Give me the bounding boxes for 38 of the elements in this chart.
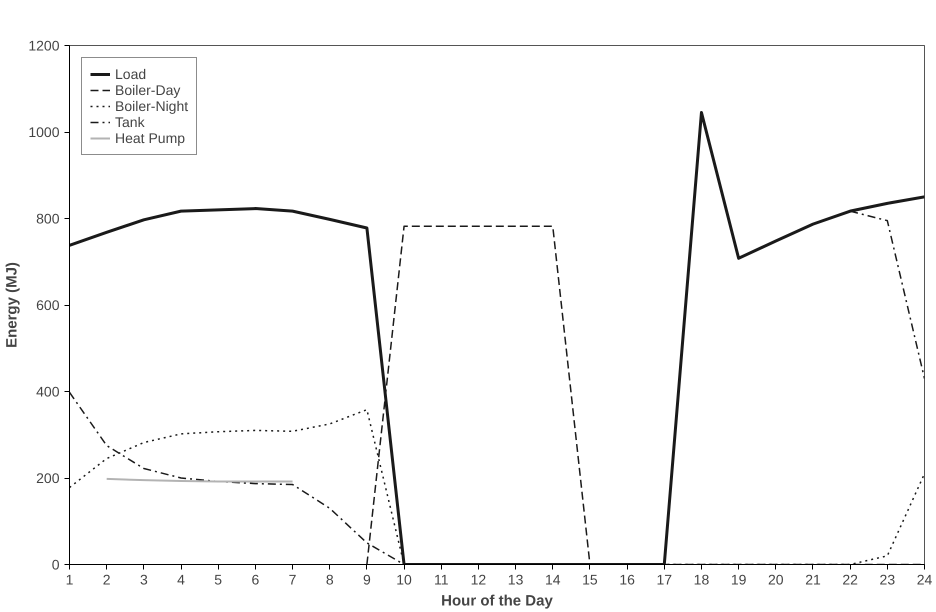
x-tick-label: 13: [508, 572, 524, 588]
y-tick-label: 800: [36, 210, 60, 226]
x-tick-label: 19: [730, 572, 747, 588]
x-tick-label: 16: [619, 572, 636, 588]
x-tick-label: 4: [177, 572, 186, 588]
x-tick-label: 22: [842, 572, 858, 588]
x-tick-label: 21: [805, 572, 821, 588]
x-tick-label: 6: [251, 572, 260, 588]
y-tick-label: 600: [36, 297, 60, 313]
legend-label: Boiler-Day: [115, 82, 180, 98]
x-tick-label: 17: [656, 572, 672, 588]
y-tick-label: 200: [36, 470, 60, 486]
legend-label: Tank: [115, 114, 145, 130]
legend-label: Heat Pump: [115, 130, 186, 146]
x-tick-label: 7: [288, 572, 297, 588]
y-tick-label: 1000: [28, 124, 60, 140]
x-tick-label: 1: [66, 572, 74, 588]
x-tick-label: 15: [582, 572, 598, 588]
y-axis-title: Energy (MJ): [3, 262, 20, 348]
x-tick-label: 23: [880, 572, 896, 588]
legend-label: Boiler-Night: [115, 98, 188, 114]
y-tick-label: 400: [36, 384, 60, 400]
x-tick-label: 24: [916, 572, 932, 588]
x-tick-label: 14: [544, 572, 561, 588]
legend-label: Load: [115, 66, 146, 82]
y-tick-label: 0: [52, 556, 60, 572]
x-tick-label: 9: [363, 572, 371, 588]
x-tick-label: 20: [768, 572, 784, 588]
x-axis-title: Hour of the Day: [441, 592, 554, 610]
x-tick-label: 3: [140, 572, 148, 588]
x-tick-label: 18: [694, 572, 710, 588]
x-tick-label: 11: [434, 572, 449, 588]
x-tick-label: 12: [470, 572, 486, 588]
x-tick-label: 2: [102, 572, 111, 588]
x-tick-label: 8: [326, 572, 334, 588]
x-tick-label: 10: [396, 572, 412, 588]
y-tick-label: 1200: [28, 38, 60, 54]
x-tick-label: 5: [214, 572, 222, 588]
